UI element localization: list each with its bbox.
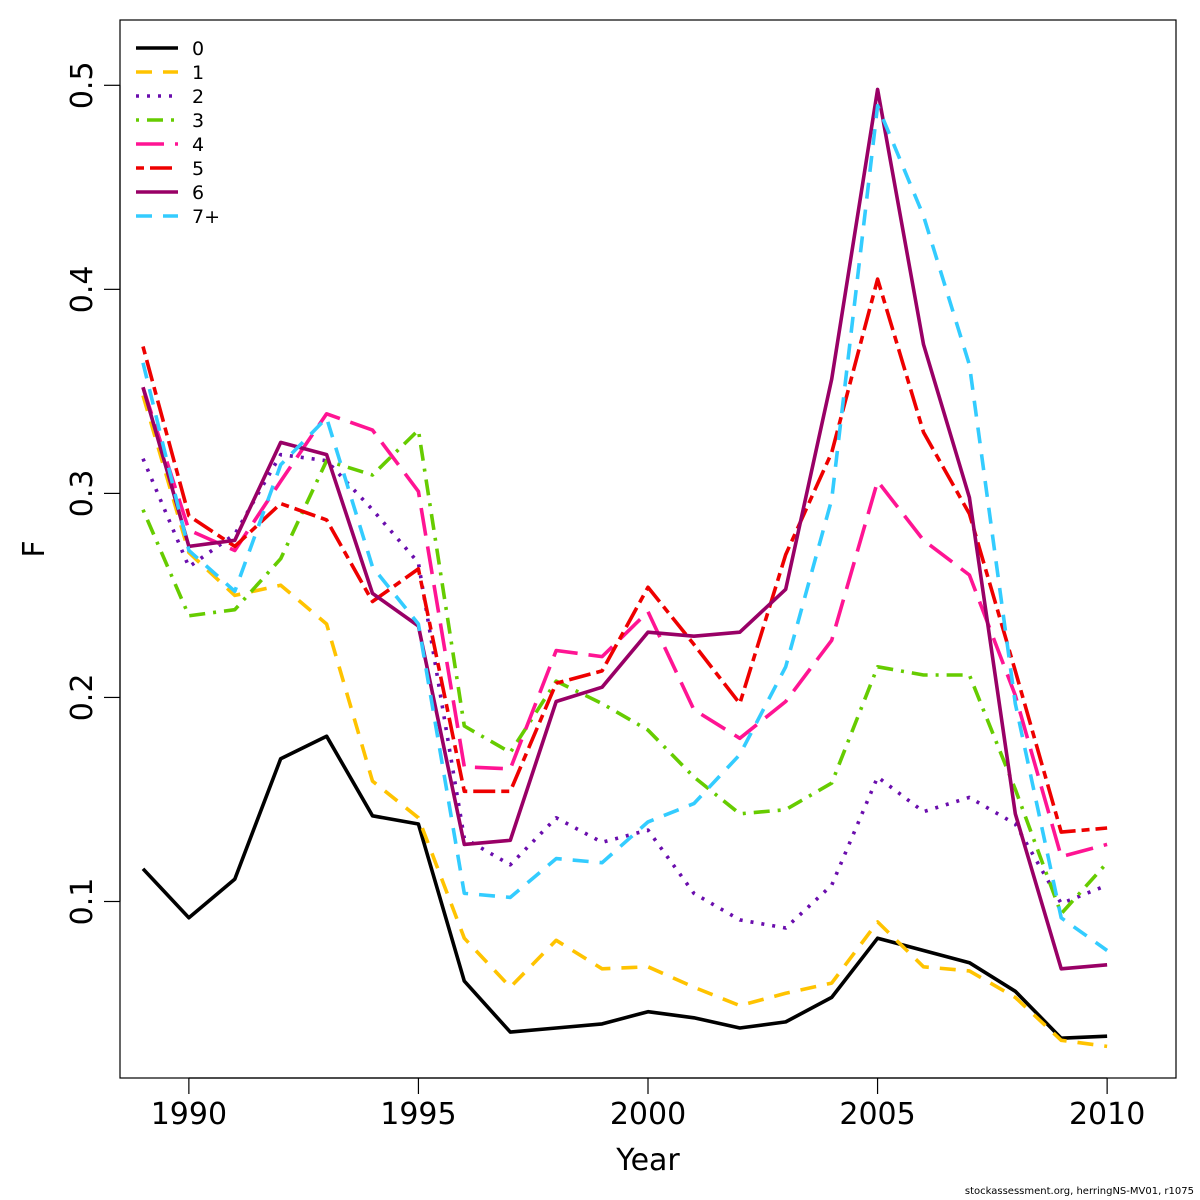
y-tick-label: 0.5 — [65, 61, 100, 109]
series-line-0 — [141, 734, 1108, 1040]
y-axis: 0.1 0.2 0.3 0.4 0.5 — [65, 61, 121, 926]
legend-label: 6 — [192, 182, 204, 204]
legend-label: 3 — [192, 110, 204, 132]
y-tick-label: 0.3 — [65, 470, 100, 518]
y-tick-label: 0.2 — [65, 674, 100, 722]
series-line-5 — [141, 277, 1108, 834]
series-line-1 — [141, 394, 1108, 1049]
x-tick-label: 2010 — [1069, 1097, 1145, 1132]
y-tick-label: 0.1 — [65, 878, 100, 926]
credit-text: stockassessment.org, herringNS-MV01, r10… — [965, 1186, 1194, 1197]
series-layer — [141, 87, 1109, 1049]
legend-label: 5 — [192, 158, 204, 180]
legend-label: 1 — [192, 62, 204, 84]
y-tick-label: 0.4 — [65, 265, 100, 313]
series-line-6 — [141, 87, 1108, 971]
x-axis: 1990 1995 2000 2005 2010 — [151, 1077, 1145, 1132]
x-tick-label: 1990 — [151, 1097, 227, 1132]
legend-label: 2 — [192, 86, 204, 108]
series-line-2 — [141, 452, 1108, 930]
legend-label: 4 — [192, 134, 204, 156]
x-tick-label: 2005 — [839, 1097, 915, 1132]
x-axis-title: Year — [615, 1143, 680, 1178]
legend-label: 7+ — [192, 206, 220, 228]
x-tick-label: 1995 — [380, 1097, 456, 1132]
series-line-3 — [141, 428, 1109, 916]
y-axis-title: F — [17, 540, 52, 557]
series-line-7plus — [141, 103, 1109, 952]
legend-label: 0 — [192, 38, 204, 60]
x-tick-label: 2000 — [610, 1097, 686, 1132]
